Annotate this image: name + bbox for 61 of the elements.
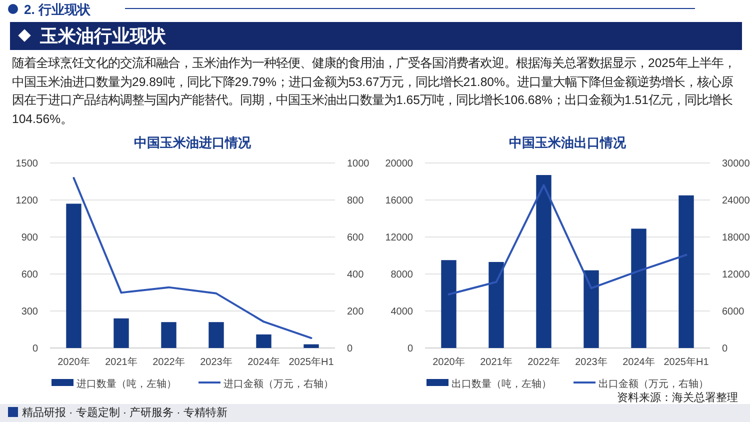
y2-tick-label: 0 [347, 344, 353, 354]
y-tick-label: 16000 [385, 196, 414, 206]
x-tick-label: 2020年 [432, 356, 465, 368]
bar [488, 262, 504, 348]
text: 精品研报 · 专题定制 · 产研服务 · 专精特新 [22, 406, 228, 420]
bar [631, 228, 646, 348]
text: 随着全球烹饪文化的交流和融合，玉米油作为一种轻便、健康的食用油，广受各国消费者欢迎。根据海关总署数据显示，2025年上半年，中国玉米油进口数量为29.89吨，同比下降29.79%；进口金额为53.67万元，同比增长21.80%。进口量大幅下降但金额逆势增长，核心原因在于进口产品结构调整与国内产能替代。同期，中国玉米油出口数量为1.65万吨，同比增长106.68%；出口金额为1.51亿元，同比增长104.56%。 [12, 55, 736, 128]
x-tick-label: 2021年 [105, 356, 138, 368]
x-tick-label: 2020年 [58, 356, 90, 368]
chart-title: 中国玉米油出口情况 [509, 135, 627, 150]
bar [66, 204, 82, 348]
x-tick-label: 2022年 [528, 356, 560, 368]
bar [161, 322, 176, 348]
y2-tick-label: 30000 [722, 158, 750, 170]
legend-label: 进口数量（吨，左轴） [76, 378, 176, 390]
bar [114, 318, 129, 348]
y2-tick-label: 0 [722, 344, 728, 354]
bar [584, 270, 599, 348]
legend-label: 出口数量（吨，左轴） [452, 378, 552, 390]
y2-tick-label: 600 [347, 232, 364, 244]
y-tick-label: 900 [21, 232, 38, 244]
text: 资料来源：海关总署整理 [617, 390, 738, 405]
text: 2. 行业现状 [24, 1, 90, 19]
bar [536, 175, 552, 348]
bar [678, 195, 694, 348]
y-tick-label: 20000 [385, 158, 414, 170]
legend-label: 出口金额（万元，右轴） [598, 378, 708, 390]
y-tick-label: 600 [21, 270, 38, 280]
y2-tick-label: 12000 [722, 270, 750, 280]
x-tick-label: 2022年 [152, 356, 185, 368]
chart-title: 中国玉米油进口情况 [134, 135, 252, 150]
y-tick-label: 0 [407, 344, 414, 354]
x-tick-label: 2024年 [622, 356, 655, 368]
x-tick-label: 2024年 [248, 356, 280, 368]
y-tick-label: 4000 [390, 306, 414, 318]
y2-tick-label: 6000 [722, 306, 745, 318]
legend-label: 进口金额（万元，右轴） [224, 378, 334, 390]
y-tick-label: 8000 [390, 270, 414, 280]
y2-tick-label: 18000 [722, 232, 750, 244]
bar [208, 322, 224, 348]
line-series [72, 176, 312, 340]
y2-tick-label: 24000 [722, 196, 750, 206]
bar [304, 344, 319, 348]
x-tick-label: 2025年H1 [664, 356, 710, 368]
y2-tick-label: 800 [347, 196, 364, 206]
title-banner: 玉米油行业现状 [10, 22, 742, 50]
x-tick-label: 2025年H1 [288, 356, 334, 368]
y-tick-label: 300 [21, 306, 38, 318]
x-tick-label: 2023年 [200, 356, 232, 368]
bar [441, 260, 456, 348]
line-series [448, 184, 688, 296]
bar [256, 334, 272, 348]
y2-tick-label: 1000 [347, 158, 370, 170]
y-tick-label: 1200 [16, 196, 38, 206]
y-tick-label: 1500 [16, 158, 38, 170]
x-tick-label: 2023年 [575, 356, 608, 368]
y-tick-label: 12000 [385, 232, 414, 244]
y2-tick-label: 400 [347, 270, 364, 280]
y2-tick-label: 200 [347, 306, 364, 318]
x-tick-label: 2021年 [480, 356, 512, 368]
y-tick-label: 0 [32, 344, 38, 354]
